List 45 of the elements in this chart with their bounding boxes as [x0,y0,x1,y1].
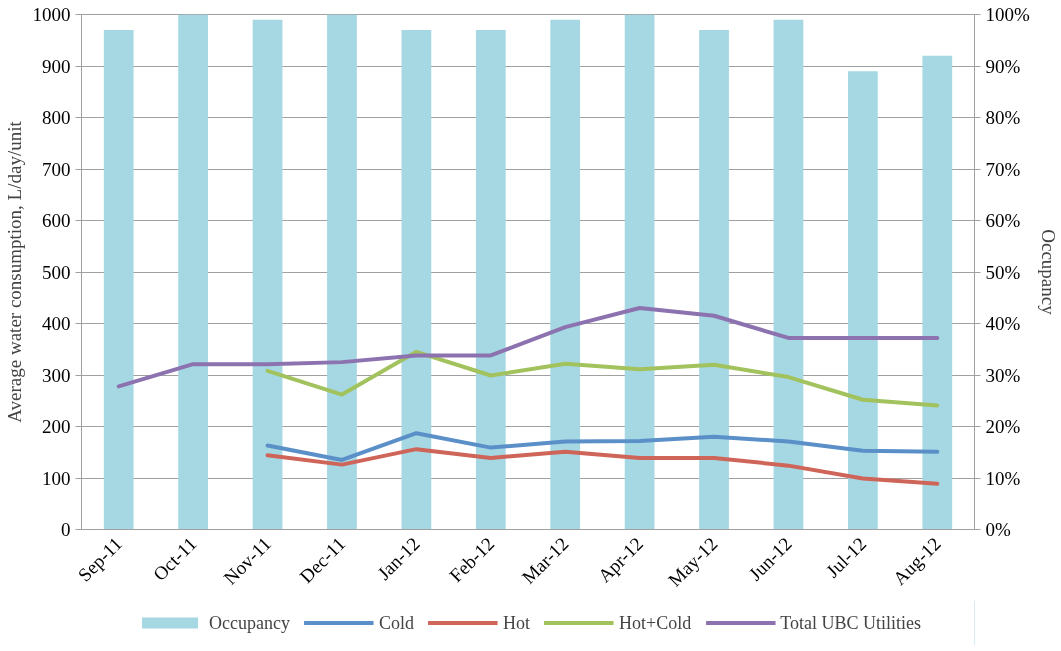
y-tick-label: 400 [42,313,71,334]
y-tick-label: 1000 [32,4,71,25]
bar [847,71,878,530]
y-tick-label: 200 [42,416,71,437]
line-series [265,431,940,462]
bar [699,29,729,530]
y2-tick-label: 90% [985,55,1021,77]
legend-label: Cold [379,612,415,633]
y-tick-label: 600 [42,210,71,231]
bar [252,19,283,530]
line-series [116,306,940,389]
legend-label: Occupancy [209,612,291,633]
line-series [265,349,940,408]
legend-label: Hot+Cold [619,612,692,633]
bar [624,14,655,530]
y2-tick-label: 60% [985,210,1021,231]
y-tick-label: 800 [42,107,71,128]
y2-tick-label: 100% [985,4,1030,25]
y-axis-title: Average water consumption, L/day/unit [3,120,25,423]
y-tick-label: 500 [42,261,71,283]
bar [178,14,209,530]
bar [327,14,357,530]
bar [773,19,804,530]
y2-tick-label: 40% [985,313,1021,334]
y2-tick-label: 70% [985,158,1021,180]
y-tick-label: 300 [42,364,71,386]
y-tick-label: 0 [61,519,71,540]
bar [475,29,506,530]
bar [550,19,581,530]
y2-tick-label: 50% [985,261,1021,283]
y2-tick-label: 0% [985,519,1011,540]
legend-label: Total UBC Utilities [780,612,921,633]
y-tick-label: 100 [42,467,71,489]
legend-label: Hot [503,612,531,633]
y2-tick-label: 10% [985,467,1021,489]
y-tick-label: 900 [42,55,71,77]
line-series [265,447,940,486]
y-tick-label: 700 [42,158,71,180]
y2-tick-label: 80% [985,107,1021,128]
bar [103,29,134,530]
y2-tick-label: 30% [985,364,1021,386]
bar [922,55,953,530]
bar [401,29,432,530]
y2-tick-label: 20% [985,416,1021,437]
y2-axis-title: Occupancy [1037,229,1059,316]
